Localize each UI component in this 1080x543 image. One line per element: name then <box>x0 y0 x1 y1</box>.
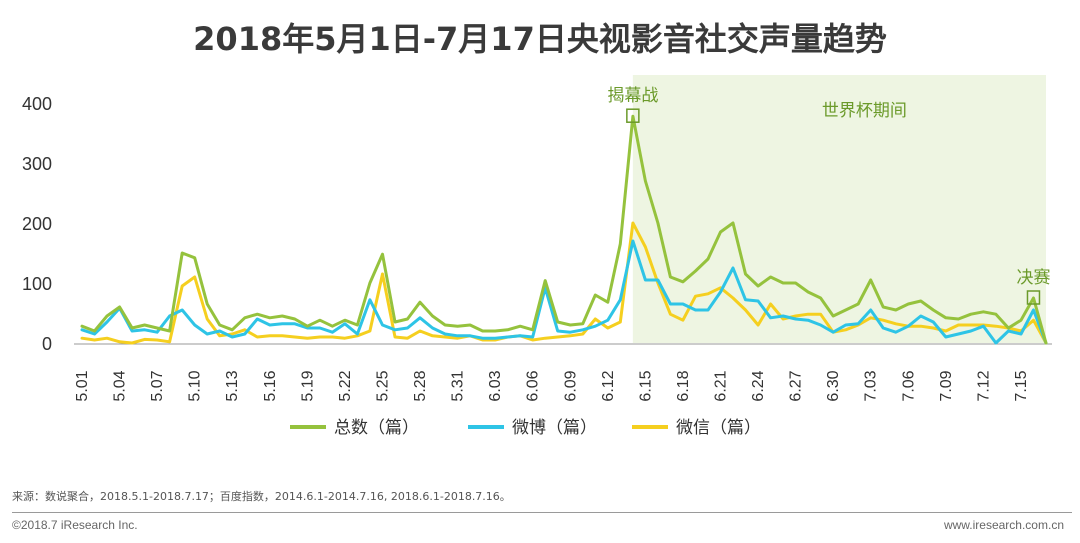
x-tick-label: 5.25 <box>374 370 391 401</box>
legend-total-label: 总数（篇） <box>334 418 419 438</box>
worldcup-period-shade <box>632 75 1046 343</box>
legend-wechat-label: 微信（篇） <box>676 418 761 438</box>
y-tick-label: 400 <box>22 94 52 114</box>
y-tick-label: 300 <box>22 154 52 174</box>
x-tick-label: 5.01 <box>74 370 91 401</box>
x-tick-label: 6.24 <box>750 370 767 401</box>
x-tick-label: 7.09 <box>938 370 955 401</box>
x-tick-label: 6.12 <box>600 370 617 401</box>
x-tick-label: 5.31 <box>450 370 467 401</box>
x-tick-label: 6.30 <box>825 370 842 401</box>
x-tick-label: 6.06 <box>525 370 542 401</box>
worldcup-period-label: 世界杯期间 <box>822 101 907 121</box>
final-match-marker <box>1026 290 1041 305</box>
series-line-weibo <box>80 239 1048 345</box>
x-tick-label: 7.12 <box>975 370 992 401</box>
line-chart: 世界杯期间 0 100 200 300 400 5.01 5.04 5.07 5.10 5.13 5.… <box>22 75 1052 438</box>
final-match-label: 决赛 <box>1016 267 1050 288</box>
footer-divider <box>12 512 1072 513</box>
x-tick-label: 6.27 <box>788 370 805 401</box>
x-tick-label: 6.09 <box>562 370 579 401</box>
page-title: 2018年5月1日-7月17日央视影音社交声量趋势 <box>193 20 887 58</box>
x-tick-label: 6.15 <box>637 370 654 401</box>
x-tick-label: 5.07 <box>149 370 166 401</box>
series-line-wechat <box>80 221 1048 345</box>
x-tick-label: 5.10 <box>187 370 204 401</box>
x-tick-label: 5.13 <box>224 370 241 401</box>
series-line-total <box>80 114 1048 345</box>
x-tick-label: 5.04 <box>112 370 129 401</box>
website-link[interactable]: www.iresearch.com.cn <box>943 518 1064 532</box>
x-tick-label: 7.15 <box>1013 370 1030 401</box>
x-tick-label: 7.06 <box>900 370 917 401</box>
y-tick-label: 100 <box>22 274 52 294</box>
x-tick-label: 6.21 <box>712 370 729 401</box>
x-tick-label: 5.28 <box>412 370 429 401</box>
source-note: 来源：数说聚合，2018.5.1-2018.7.17；百度指数，2014.6.1… <box>12 490 511 503</box>
y-tick-label: 200 <box>22 214 52 234</box>
x-tick-label: 5.16 <box>262 370 279 401</box>
copyright: ©2018.7 iResearch Inc. <box>12 518 138 532</box>
x-tick-label: 6.18 <box>675 370 692 401</box>
legend-weibo-label: 微博（篇） <box>512 418 597 438</box>
x-tick-label: 5.19 <box>299 370 316 401</box>
x-tick-label: 6.03 <box>487 370 504 401</box>
y-tick-label: 0 <box>42 334 52 354</box>
x-tick-label: 5.22 <box>337 370 354 401</box>
opening-match-label: 揭幕战 <box>607 86 658 106</box>
x-tick-label: 7.03 <box>863 370 880 401</box>
opening-match-marker <box>626 108 640 123</box>
